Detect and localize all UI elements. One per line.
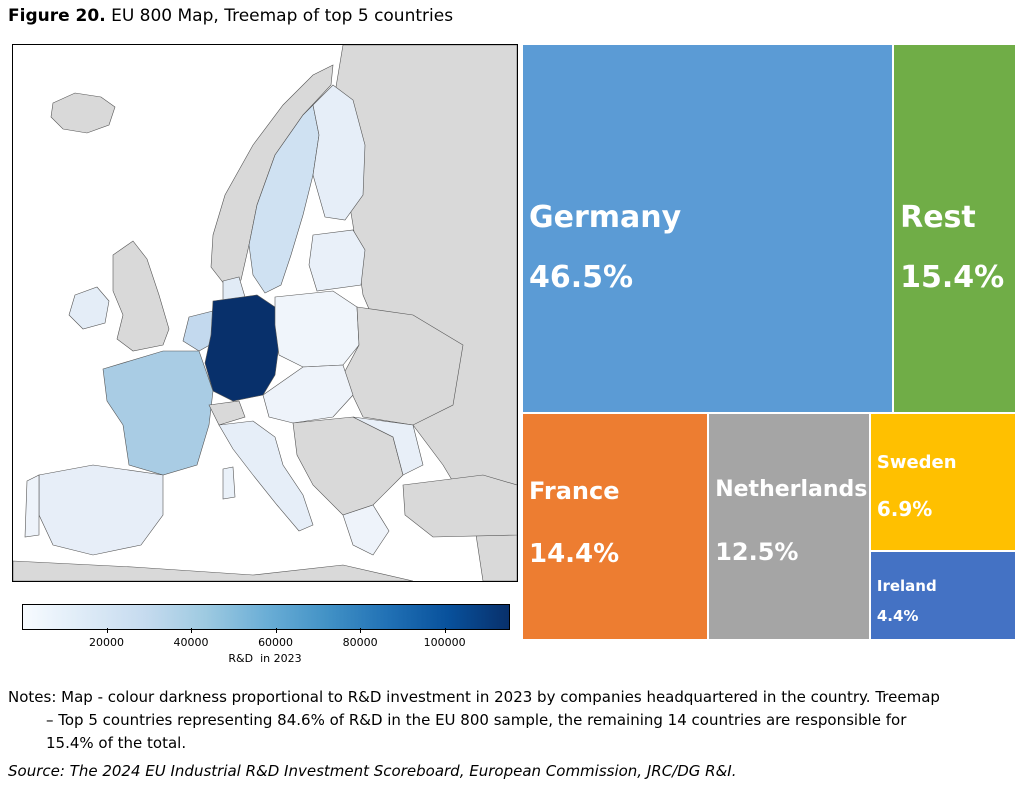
map-switzerland bbox=[208, 400, 246, 426]
treemap-label: Netherlands bbox=[715, 477, 868, 503]
colorbar-tick bbox=[106, 628, 108, 633]
figure-title-text: EU 800 Map, Treemap of top 5 countries bbox=[111, 6, 454, 26]
treemap-cell-ireland: Ireland 4.4% bbox=[869, 551, 1016, 640]
colorbar-tick-label: 20000 bbox=[89, 636, 125, 649]
treemap-cell-sweden: Sweden 6.9% bbox=[869, 412, 1016, 552]
notes-line-2: – Top 5 countries representing 84.6% of … bbox=[46, 711, 907, 729]
treemap-cell-netherlands: Netherlands 12.5% bbox=[708, 412, 870, 640]
treemap-value-label: 14.4% bbox=[529, 539, 620, 570]
map-portugal bbox=[24, 474, 40, 538]
figure-title: Figure 20. EU 800 Map, Treemap of top 5 … bbox=[8, 6, 453, 26]
map-france bbox=[102, 350, 214, 476]
treemap-value-label: 4.4% bbox=[876, 606, 919, 625]
treemap-label: France bbox=[529, 477, 620, 506]
treemap-value-label: 46.5% bbox=[529, 260, 634, 296]
treemap-label: Ireland bbox=[876, 577, 937, 596]
map-germany bbox=[204, 294, 280, 402]
colorbar: 20000 40000 60000 80000 100000 R&D in 2023 bbox=[22, 604, 512, 666]
colorbar-tick bbox=[444, 628, 446, 633]
map-iceland bbox=[50, 92, 116, 134]
map-uk bbox=[112, 240, 170, 352]
notes: Notes: Map - colour darkness proportiona… bbox=[8, 686, 1008, 755]
treemap-label: Sweden bbox=[876, 452, 957, 474]
map-poland bbox=[274, 290, 360, 368]
map-italy bbox=[218, 420, 314, 532]
map-sardinia bbox=[222, 466, 236, 500]
notes-line-3: 15.4% of the total. bbox=[46, 734, 187, 752]
map-spain bbox=[38, 464, 164, 556]
map-ireland bbox=[68, 286, 110, 330]
map-finland bbox=[312, 84, 366, 221]
treemap-value-label: 15.4% bbox=[900, 260, 1005, 296]
source: Source: The 2024 EU Industrial R&D Inves… bbox=[8, 762, 737, 780]
treemap-value-label: 6.9% bbox=[876, 496, 933, 521]
map-baltics bbox=[308, 229, 366, 292]
colorbar-tick-label: 80000 bbox=[342, 636, 378, 649]
colorbar-tick bbox=[191, 628, 193, 633]
map-sweden bbox=[248, 104, 320, 294]
map-africa bbox=[13, 560, 414, 581]
treemap-cell-germany: Germany 46.5% bbox=[522, 44, 894, 413]
treemap-cell-rest: Rest 15.4% bbox=[893, 44, 1016, 413]
colorbar-tick-label: 100000 bbox=[423, 636, 466, 649]
treemap-value-label: 12.5% bbox=[715, 538, 799, 567]
map-romania bbox=[352, 416, 424, 476]
colorbar-tick bbox=[275, 628, 277, 633]
treemap-label: Germany bbox=[529, 199, 682, 235]
colorbar-tick bbox=[360, 628, 362, 633]
map-turkey bbox=[402, 474, 517, 538]
treemap-label: Rest bbox=[900, 199, 976, 235]
colorbar-tick-label: 40000 bbox=[173, 636, 209, 649]
colorbar-tick-label: 60000 bbox=[258, 636, 294, 649]
colorbar-gradient bbox=[22, 604, 510, 630]
map-benelux bbox=[182, 310, 218, 352]
colorbar-label: R&D in 2023 bbox=[228, 652, 302, 665]
map-central bbox=[262, 364, 354, 424]
treemap: Germany 46.5% Rest 15.4% France 14.4% Netherla… bbox=[522, 44, 1016, 640]
figure-label: Figure 20. bbox=[8, 6, 106, 26]
notes-line-1: Notes: Map - colour darkness proportiona… bbox=[8, 688, 940, 706]
europe-map bbox=[12, 44, 518, 582]
treemap-cell-france: France 14.4% bbox=[522, 412, 709, 640]
map-greece bbox=[342, 504, 390, 556]
europe-map-svg bbox=[13, 45, 517, 581]
